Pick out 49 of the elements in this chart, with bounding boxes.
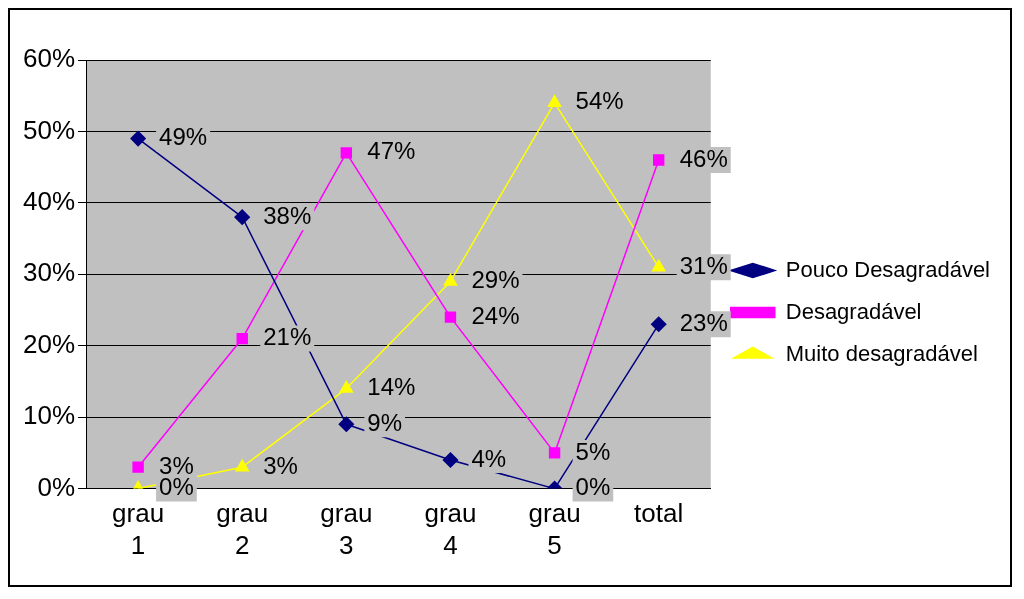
x-tick-label: grau 4 <box>424 498 477 560</box>
data-label: 0% <box>575 473 611 501</box>
legend-label: Muito desagradável <box>785 340 978 366</box>
y-tick-label: 30% <box>22 257 76 288</box>
y-tick-label: 60% <box>22 43 76 74</box>
point <box>132 461 144 473</box>
point <box>130 130 146 147</box>
point <box>340 147 353 159</box>
point <box>653 154 665 166</box>
point <box>236 332 248 345</box>
x-tick-label: grau 3 <box>320 498 373 560</box>
data-label: 29% <box>471 266 520 294</box>
x-tick-label: grau 2 <box>216 498 269 560</box>
point <box>444 311 457 323</box>
data-label: 0% <box>159 473 194 501</box>
data-label: 54% <box>575 87 624 115</box>
point <box>650 316 667 333</box>
y-tick-label: 0% <box>37 471 76 502</box>
data-label: 4% <box>471 444 507 472</box>
point <box>234 209 250 225</box>
data-label: 47% <box>367 137 416 165</box>
point <box>338 416 355 433</box>
data-label: 46% <box>679 144 728 172</box>
data-label: 23% <box>679 308 728 336</box>
y-tick-label: 40% <box>22 186 76 217</box>
data-label: 21% <box>263 323 312 351</box>
point <box>547 95 562 108</box>
y-tick-label: 20% <box>22 328 76 359</box>
y-tick-label: 10% <box>22 400 76 431</box>
y-tick-label: 50% <box>22 114 76 145</box>
data-label: 49% <box>159 123 208 151</box>
point <box>651 259 666 272</box>
data-label: 24% <box>471 301 520 329</box>
point <box>339 380 354 393</box>
point <box>443 273 458 286</box>
legend-label: Desagradável <box>785 298 922 324</box>
point <box>235 459 250 472</box>
x-tick-label: grau 1 <box>112 498 165 560</box>
point <box>442 452 459 468</box>
data-label: 3% <box>263 451 298 479</box>
point <box>548 447 561 459</box>
data-label: 31% <box>679 251 728 279</box>
x-tick-label: grau 5 <box>528 498 581 560</box>
data-label: 14% <box>367 373 416 401</box>
data-label: 9% <box>367 408 403 436</box>
legend-label: Pouco Desagradável <box>785 256 991 282</box>
data-label: 38% <box>263 201 312 229</box>
data-label: 5% <box>575 437 611 465</box>
x-tick-label: total <box>634 498 684 529</box>
